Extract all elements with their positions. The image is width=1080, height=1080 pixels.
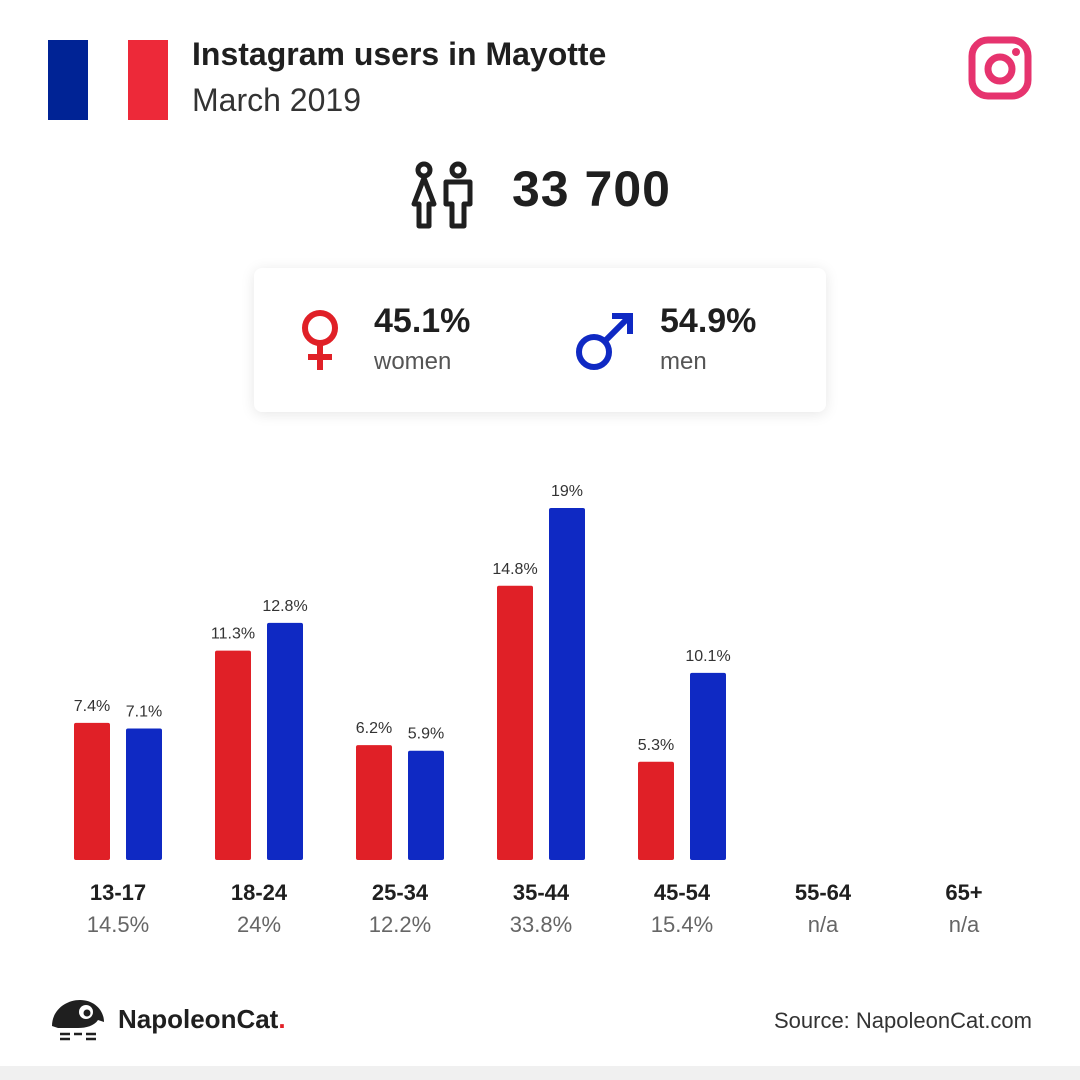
category-total-label: n/a: [808, 912, 839, 937]
female-icon: [302, 310, 338, 370]
brand-text: NapoleonCat: [118, 1004, 279, 1034]
bar-value-label: 14.8%: [492, 561, 537, 578]
source-label: Source: NapoleonCat.com: [773, 1008, 1032, 1033]
bar: [356, 745, 392, 860]
category-label: 35-44: [513, 880, 570, 905]
bar-value-label: 7.4%: [74, 698, 110, 715]
flag-stripe-white: [88, 40, 128, 120]
men-label: men: [660, 348, 707, 375]
bar: [267, 622, 303, 860]
male-icon: [576, 313, 633, 370]
bar-value-label: 7.1%: [126, 703, 162, 720]
category-total-label: 12.2%: [369, 912, 431, 937]
category-total-label: 24%: [237, 912, 281, 937]
bar-value-label: 5.9%: [408, 726, 444, 743]
bar-value-label: 5.3%: [638, 737, 674, 754]
category-label: 18-24: [231, 880, 288, 905]
men-percentage: 54.9%: [660, 302, 757, 340]
category-label: 55-64: [795, 880, 852, 905]
brand-dot: .: [278, 1004, 286, 1034]
footer-band: [0, 1066, 1080, 1080]
category-label: 25-34: [372, 880, 429, 905]
category-label: 13-17: [90, 880, 146, 905]
category-total-label: 15.4%: [651, 912, 713, 937]
women-percentage: 45.1%: [374, 302, 471, 340]
category-label: 45-54: [654, 880, 711, 905]
bar: [215, 650, 251, 860]
instagram-icon: [968, 36, 1032, 100]
flag-stripe-blue: [48, 40, 88, 120]
bar-value-label: 10.1%: [685, 648, 730, 665]
category-total-label: 33.8%: [510, 912, 572, 937]
total-users: 33 700: [512, 161, 671, 217]
category-total-label: 14.5%: [87, 912, 149, 937]
bar-value-label: 19%: [551, 483, 583, 500]
flag-stripe-red: [128, 40, 168, 120]
bar: [74, 722, 110, 860]
category-label: 65+: [945, 880, 982, 905]
page-subtitle: March 2019: [192, 82, 361, 118]
bar: [690, 672, 726, 860]
bar-value-label: 11.3%: [211, 626, 255, 643]
age-bar-chart: 7.4% 7.1% 13-17 14.5% 11.3% 12.8% 18-24 24% 6.2%…: [74, 483, 983, 937]
napoleoncat-logo-icon: [52, 1000, 104, 1041]
page-title: Instagram users in Mayotte: [192, 36, 607, 72]
bar: [549, 508, 585, 860]
france-flag: [48, 40, 168, 120]
people-icon: [411, 161, 473, 229]
bar-value-label: 6.2%: [356, 720, 392, 737]
bar: [497, 585, 533, 860]
category-total-label: n/a: [949, 912, 980, 937]
bar: [408, 750, 444, 860]
women-label: women: [374, 348, 452, 375]
brand-name: NapoleonCat.: [118, 1004, 286, 1035]
bar: [126, 728, 162, 860]
bar-value-label: 12.8%: [262, 598, 307, 615]
gender-card: 45.1% women 54.9% men: [254, 268, 826, 412]
bar: [638, 761, 674, 860]
